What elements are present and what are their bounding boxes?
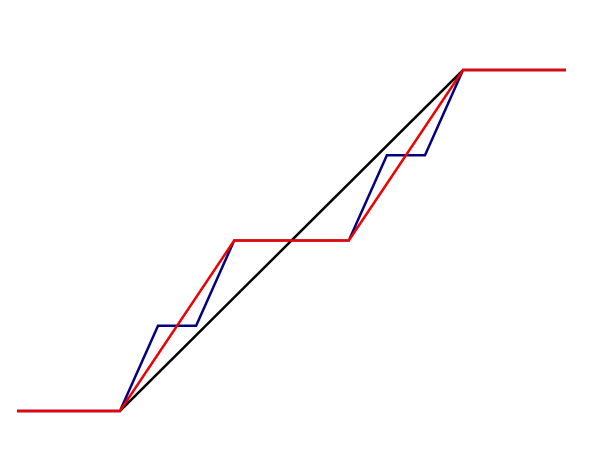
line-series — [17, 68, 566, 413]
